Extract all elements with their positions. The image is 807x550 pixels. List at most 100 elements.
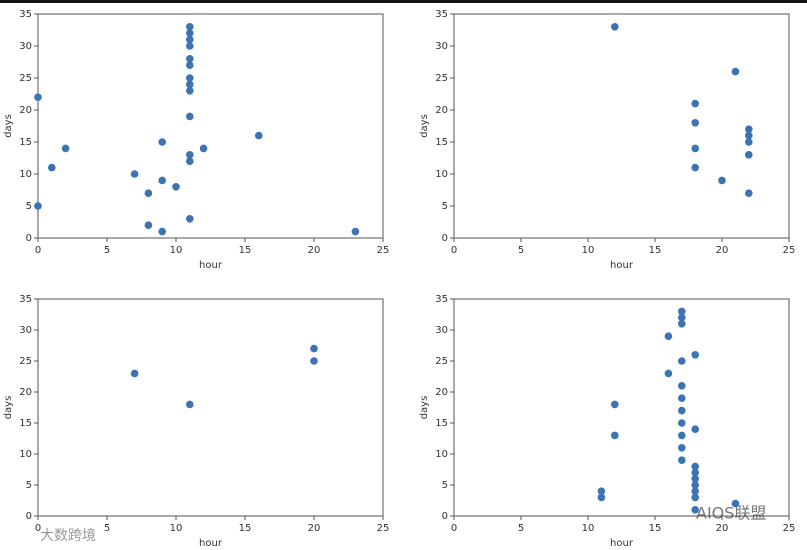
y-axis-label: days (419, 396, 430, 420)
point (130, 369, 139, 378)
y-tick-label: 10 (435, 449, 448, 460)
point (691, 493, 699, 502)
axes-frame (453, 13, 790, 239)
y-tick-label: 10 (19, 169, 32, 180)
point (691, 462, 699, 471)
point (678, 394, 686, 403)
point (186, 400, 194, 409)
point (678, 456, 686, 465)
point (186, 112, 194, 121)
point (199, 144, 208, 153)
y-axis-label: days (3, 114, 14, 138)
point (186, 87, 194, 95)
y-tick-label: 10 (435, 169, 448, 180)
y-tick-label: 25 (435, 73, 448, 84)
point (144, 189, 153, 197)
point (611, 400, 619, 409)
x-tick-label: 10 (582, 523, 595, 534)
y-tick-label: 25 (19, 356, 32, 367)
x-tick-label: 10 (170, 523, 183, 534)
y-axis-label: days (3, 396, 14, 420)
point (731, 499, 740, 508)
point (186, 55, 194, 63)
x-tick-label: 20 (308, 245, 321, 256)
x-tick-label: 15 (239, 523, 252, 534)
point (678, 444, 686, 452)
x-axis-label: hour (610, 538, 634, 549)
point (691, 425, 699, 434)
x-tick-label: 20 (716, 523, 729, 534)
x-tick-label: 15 (649, 523, 662, 534)
y-tick-label: 15 (435, 137, 448, 148)
point (691, 144, 699, 153)
point (678, 431, 686, 440)
point (718, 176, 726, 185)
point (745, 189, 753, 197)
point (691, 468, 699, 477)
y-tick-label: 5 (26, 480, 32, 491)
point (186, 61, 194, 69)
point (186, 157, 194, 165)
point (678, 382, 686, 390)
y-tick-label: 25 (435, 356, 448, 367)
axes-frame (453, 298, 790, 517)
point (144, 221, 153, 229)
y-tick-label: 35 (435, 9, 448, 20)
x-tick-label: 0 (451, 523, 457, 534)
point (691, 163, 699, 172)
x-tick-label: 0 (35, 245, 41, 256)
x-tick-label: 5 (104, 245, 110, 256)
y-tick-label: 20 (435, 105, 448, 116)
point (186, 80, 194, 89)
point (745, 125, 753, 133)
x-tick-label: 0 (451, 245, 457, 256)
y-tick-label: 30 (19, 325, 32, 336)
point (61, 144, 70, 153)
x-tick-label: 10 (170, 245, 183, 256)
x-tick-label: 15 (239, 245, 252, 256)
point (186, 35, 194, 44)
point (158, 176, 166, 185)
top-bar (0, 0, 807, 3)
point (310, 344, 318, 353)
point (597, 493, 606, 502)
point (310, 357, 318, 365)
y-tick-label: 5 (442, 201, 448, 212)
x-tick-label: 5 (518, 245, 524, 256)
point (597, 487, 606, 496)
x-axis-label: hour (199, 538, 223, 549)
point (745, 131, 753, 140)
y-tick-label: 5 (26, 201, 32, 212)
axes-frame (37, 13, 384, 239)
point (351, 227, 360, 236)
point (664, 332, 673, 341)
y-tick-label: 20 (435, 387, 448, 398)
x-axis-label: hour (610, 260, 634, 271)
x-tick-label: 15 (649, 245, 662, 256)
point (611, 23, 619, 31)
point (691, 119, 699, 127)
x-tick-label: 20 (716, 245, 729, 256)
y-tick-label: 15 (435, 418, 448, 429)
x-tick-label: 10 (582, 245, 595, 256)
point (130, 170, 139, 178)
point (186, 23, 194, 31)
point (731, 67, 740, 76)
point (678, 419, 686, 427)
point (48, 163, 56, 172)
point (678, 406, 686, 415)
point (745, 138, 753, 146)
point (691, 475, 699, 483)
x-tick-label: 5 (104, 523, 110, 534)
y-tick-label: 0 (26, 233, 32, 244)
point (186, 151, 194, 159)
watermark: AIOS联盟 (696, 504, 766, 523)
point (158, 227, 166, 236)
y-tick-label: 0 (442, 233, 448, 244)
y-tick-label: 35 (19, 9, 32, 20)
point (611, 431, 619, 440)
y-tick-label: 0 (442, 511, 448, 522)
point (691, 487, 699, 496)
x-tick-label: 25 (377, 245, 390, 256)
